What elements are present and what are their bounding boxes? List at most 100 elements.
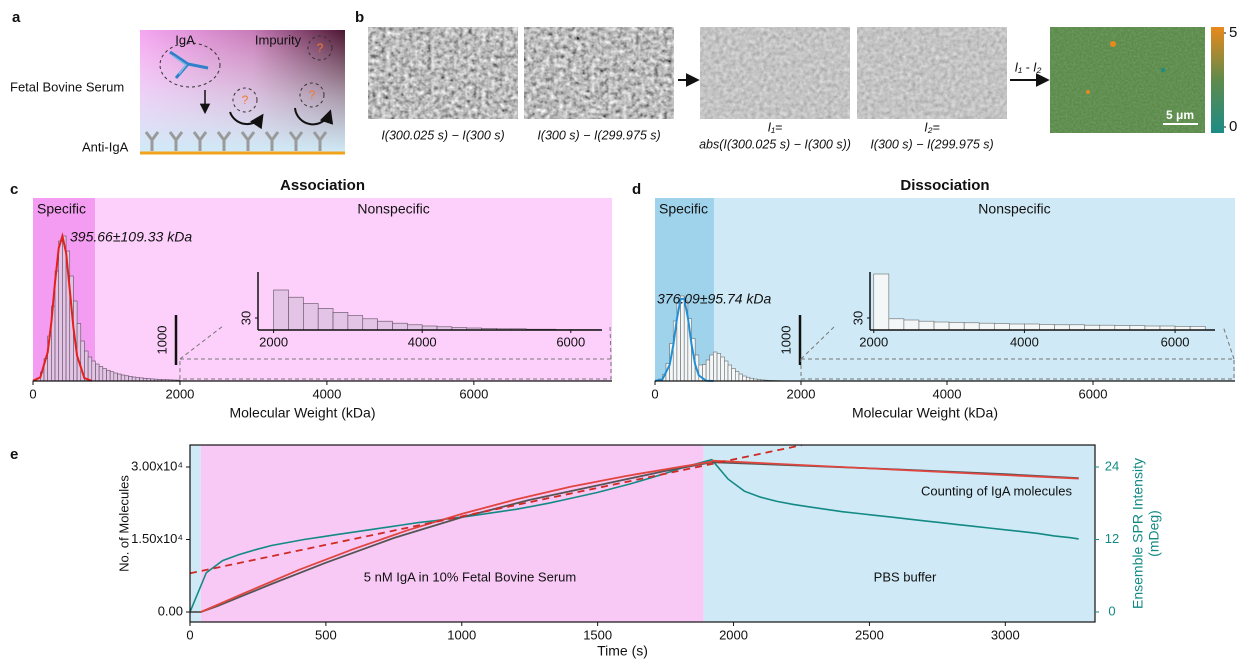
particle (1086, 90, 1090, 94)
bar (681, 296, 685, 381)
scale-bar-label: 1000 (154, 326, 169, 355)
particle (1110, 41, 1116, 47)
x-tick-label: 1000 (447, 627, 476, 642)
bar (106, 370, 110, 381)
bar (59, 241, 63, 381)
bar (121, 375, 125, 381)
bar (710, 355, 714, 381)
x-tick-label: 500 (315, 627, 337, 642)
y2-tick-label: 0 (1108, 603, 1115, 618)
x-tick-label: 0 (186, 627, 193, 642)
bar (103, 369, 107, 382)
y2-tick-label: 24 (1105, 458, 1119, 473)
panel-label: d (632, 181, 641, 198)
region (95, 198, 612, 381)
image-caption: I(300 s) − I(299.975 s) (870, 137, 993, 151)
inset-bar (919, 321, 934, 330)
colorbar-label: 0 (1229, 118, 1237, 135)
difference-image (857, 27, 1007, 119)
particle (1161, 68, 1165, 72)
sample-label: Fetal Bovine Serum (10, 79, 124, 94)
surface-label: Anti-IgA (82, 139, 129, 154)
x-axis-title: Molecular Weight (kDa) (852, 405, 998, 421)
inset-bar (303, 304, 318, 330)
bar (62, 236, 66, 381)
bar (735, 372, 739, 382)
inset-bar (1070, 325, 1085, 330)
x-tick-label: 0 (651, 386, 658, 401)
unknown-mark: ? (242, 93, 249, 107)
inset-bar (333, 312, 348, 330)
panel-label: b (355, 9, 364, 26)
bar (99, 367, 103, 382)
inset-bar (392, 323, 407, 330)
x-tick-label: 3000 (991, 627, 1020, 642)
x-axis-title: Molecular Weight (kDa) (229, 405, 375, 421)
abs-image (700, 27, 850, 119)
bar (95, 364, 99, 381)
y2-axis-title: (mDeg) (1146, 510, 1162, 557)
annotation: 5 nM IgA in 10% Fetal Bovine Serum (364, 569, 576, 584)
inset-bar (318, 308, 333, 330)
x-tick-label: 2000 (787, 386, 816, 401)
inset-y-tick-label: 30 (238, 311, 253, 325)
image-caption: I₂= (924, 120, 940, 134)
annotation: Counting of IgA molecules (921, 483, 1073, 498)
panel-label: c (10, 181, 18, 198)
inset-bar (994, 324, 1009, 330)
inset-bar (363, 319, 378, 330)
y-axis-title: No. of Molecules (116, 475, 131, 572)
inset-bar (1039, 324, 1054, 330)
bar (706, 360, 710, 381)
inset-bar (288, 297, 303, 330)
images-b: I₁ - I₂ 5 μm (368, 27, 1205, 133)
inset-x-tick-label: 2000 (259, 334, 288, 349)
inset-bar (874, 274, 889, 330)
bar (713, 352, 717, 381)
inset-bar (949, 322, 964, 330)
inset-bar (378, 321, 393, 330)
image-caption: I(300.025 s) − I(300 s) (381, 128, 504, 142)
y-tick-label: 1.50x10⁴ (131, 531, 183, 546)
x-axis-title: Time (s) (597, 643, 648, 659)
inset-bar (934, 322, 949, 330)
inset-x-tick-label: 4000 (408, 334, 437, 349)
difference-image (368, 27, 518, 119)
fit-annotation: 376.09±95.74 kDa (657, 291, 772, 307)
bar (88, 357, 92, 381)
inset-x-tick-label: 6000 (1161, 334, 1190, 349)
bar (721, 357, 725, 381)
bar (732, 369, 736, 382)
bar (84, 351, 88, 381)
x-tick-label: 0 (29, 386, 36, 401)
fit-annotation: 395.66±109.33 kDa (70, 229, 192, 245)
inset-bar (964, 323, 979, 330)
unknown-mark: ? (309, 88, 316, 102)
bar (125, 376, 129, 381)
inset-bar (889, 319, 904, 330)
unknown-mark: ? (317, 41, 324, 55)
region-label: Nonspecific (357, 201, 429, 217)
scale-bar-label: 5 μm (1166, 108, 1194, 122)
x-tick-label: 6000 (459, 386, 488, 401)
x-tick-label: 2000 (719, 627, 748, 642)
operator-label: I₁ - I₂ (1015, 60, 1042, 74)
image-caption: abs(I(300.025 s) − I(300 s)) (699, 137, 851, 151)
region (201, 445, 704, 622)
x-tick-label: 6000 (1079, 386, 1108, 401)
inset-bar (1009, 324, 1024, 330)
difference-image (524, 27, 674, 119)
region-label: Nonspecific (978, 201, 1050, 217)
y-tick-label: 0.00 (158, 603, 183, 618)
inset-bar (904, 320, 919, 330)
inset-bar (348, 316, 363, 330)
inset-x-tick-label: 2000 (859, 334, 888, 349)
iga-label: IgA (175, 32, 195, 47)
y2-axis-title: Ensemble SPR Intensity (1130, 458, 1146, 609)
region (190, 445, 201, 622)
region-label: Specific (37, 201, 86, 217)
bar (92, 361, 96, 381)
y2-tick-label: 12 (1105, 531, 1119, 546)
